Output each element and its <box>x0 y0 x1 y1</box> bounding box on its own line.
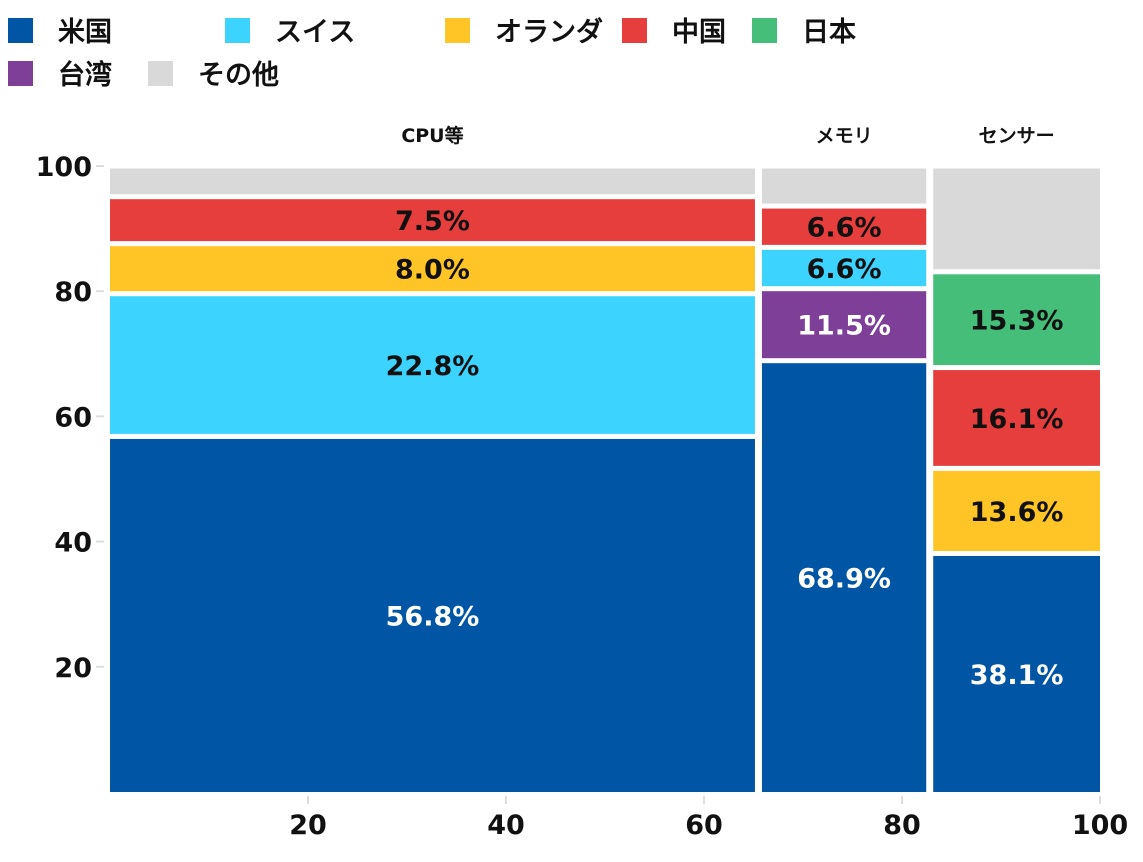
segment-label: 13.6% <box>970 497 1064 528</box>
segment-label: 16.1% <box>970 404 1064 435</box>
segment-label: 7.5% <box>395 206 470 237</box>
y-tick-label: 100 <box>36 152 92 183</box>
segment-label: 38.1% <box>970 660 1064 691</box>
legend-swatch <box>8 18 33 43</box>
column-0: CPU等 56.8% 22.8% 8.0% 7.5% <box>110 124 755 792</box>
legend-item: 中国 <box>622 17 726 48</box>
legend-label: その他 <box>198 60 279 91</box>
y-axis: 20 40 60 80 100 <box>36 152 104 684</box>
segment-label: 15.3% <box>970 306 1064 337</box>
segment-label: 22.8% <box>386 351 480 382</box>
legend-item: 日本 <box>752 17 856 48</box>
segment-bar <box>110 296 755 434</box>
plot-area: CPU等 56.8% 22.8% 8.0% 7.5% メモリ 68.9% 11.5% 6.6% 6… <box>110 124 1100 792</box>
column-title: CPU等 <box>401 124 463 147</box>
segment-label: 68.9% <box>797 564 891 595</box>
legend-label: 米国 <box>58 17 112 48</box>
segment-bar <box>110 199 755 242</box>
segment-bar <box>761 291 927 359</box>
legend-label: 日本 <box>802 17 856 48</box>
legend-label: オランダ <box>495 16 603 48</box>
segment-label: 6.6% <box>807 254 882 285</box>
segment-bar <box>110 246 755 292</box>
segment-label: 56.8% <box>386 601 480 632</box>
legend-swatch <box>8 61 33 86</box>
legend-item: その他 <box>148 60 279 91</box>
legend-swatch <box>622 18 647 43</box>
x-tick-label: 80 <box>883 810 921 841</box>
segment-bar <box>761 168 927 204</box>
segment-bar <box>761 249 927 287</box>
legend-item: 台湾 <box>8 59 112 91</box>
column-title: メモリ <box>816 125 873 147</box>
segment-bar <box>933 470 1100 551</box>
x-tick-label: 100 <box>1072 810 1128 841</box>
y-tick-label: 80 <box>54 277 92 308</box>
x-tick-label: 20 <box>289 810 327 841</box>
legend-item: 米国 <box>8 17 112 48</box>
segment-bar <box>933 370 1100 466</box>
x-axis: 20 40 60 80 100 <box>289 796 1128 841</box>
legend-label: 中国 <box>672 17 726 48</box>
legend-swatch <box>752 18 777 43</box>
segment-bar <box>110 168 755 195</box>
segment-bar <box>933 274 1100 366</box>
legend-item: オランダ <box>445 16 603 48</box>
segment-bar <box>933 168 1100 270</box>
legend-label: 台湾 <box>58 59 112 91</box>
y-tick-label: 60 <box>54 402 92 433</box>
x-tick-label: 40 <box>487 810 525 841</box>
segment-label: 11.5% <box>797 311 891 342</box>
legend-swatch <box>225 18 250 43</box>
segment-bar <box>761 363 927 792</box>
segment-bar <box>933 555 1100 792</box>
segment-label: 6.6% <box>807 213 882 244</box>
y-tick-label: 40 <box>54 528 92 559</box>
legend-swatch <box>148 61 173 86</box>
x-tick-label: 60 <box>685 810 723 841</box>
segment-label: 8.0% <box>395 255 470 286</box>
legend-label: スイス <box>275 17 355 48</box>
segment-bar <box>761 208 927 245</box>
column-title: センサー <box>979 125 1055 147</box>
segment-bar <box>110 438 755 792</box>
legend-item: スイス <box>225 17 355 48</box>
column-1: メモリ 68.9% 11.5% 6.6% 6.6% <box>761 125 927 792</box>
legend-swatch <box>445 18 470 43</box>
y-tick-label: 20 <box>54 653 92 684</box>
column-2: センサー 38.1% 13.6% 16.1% 15.3% <box>933 125 1100 792</box>
